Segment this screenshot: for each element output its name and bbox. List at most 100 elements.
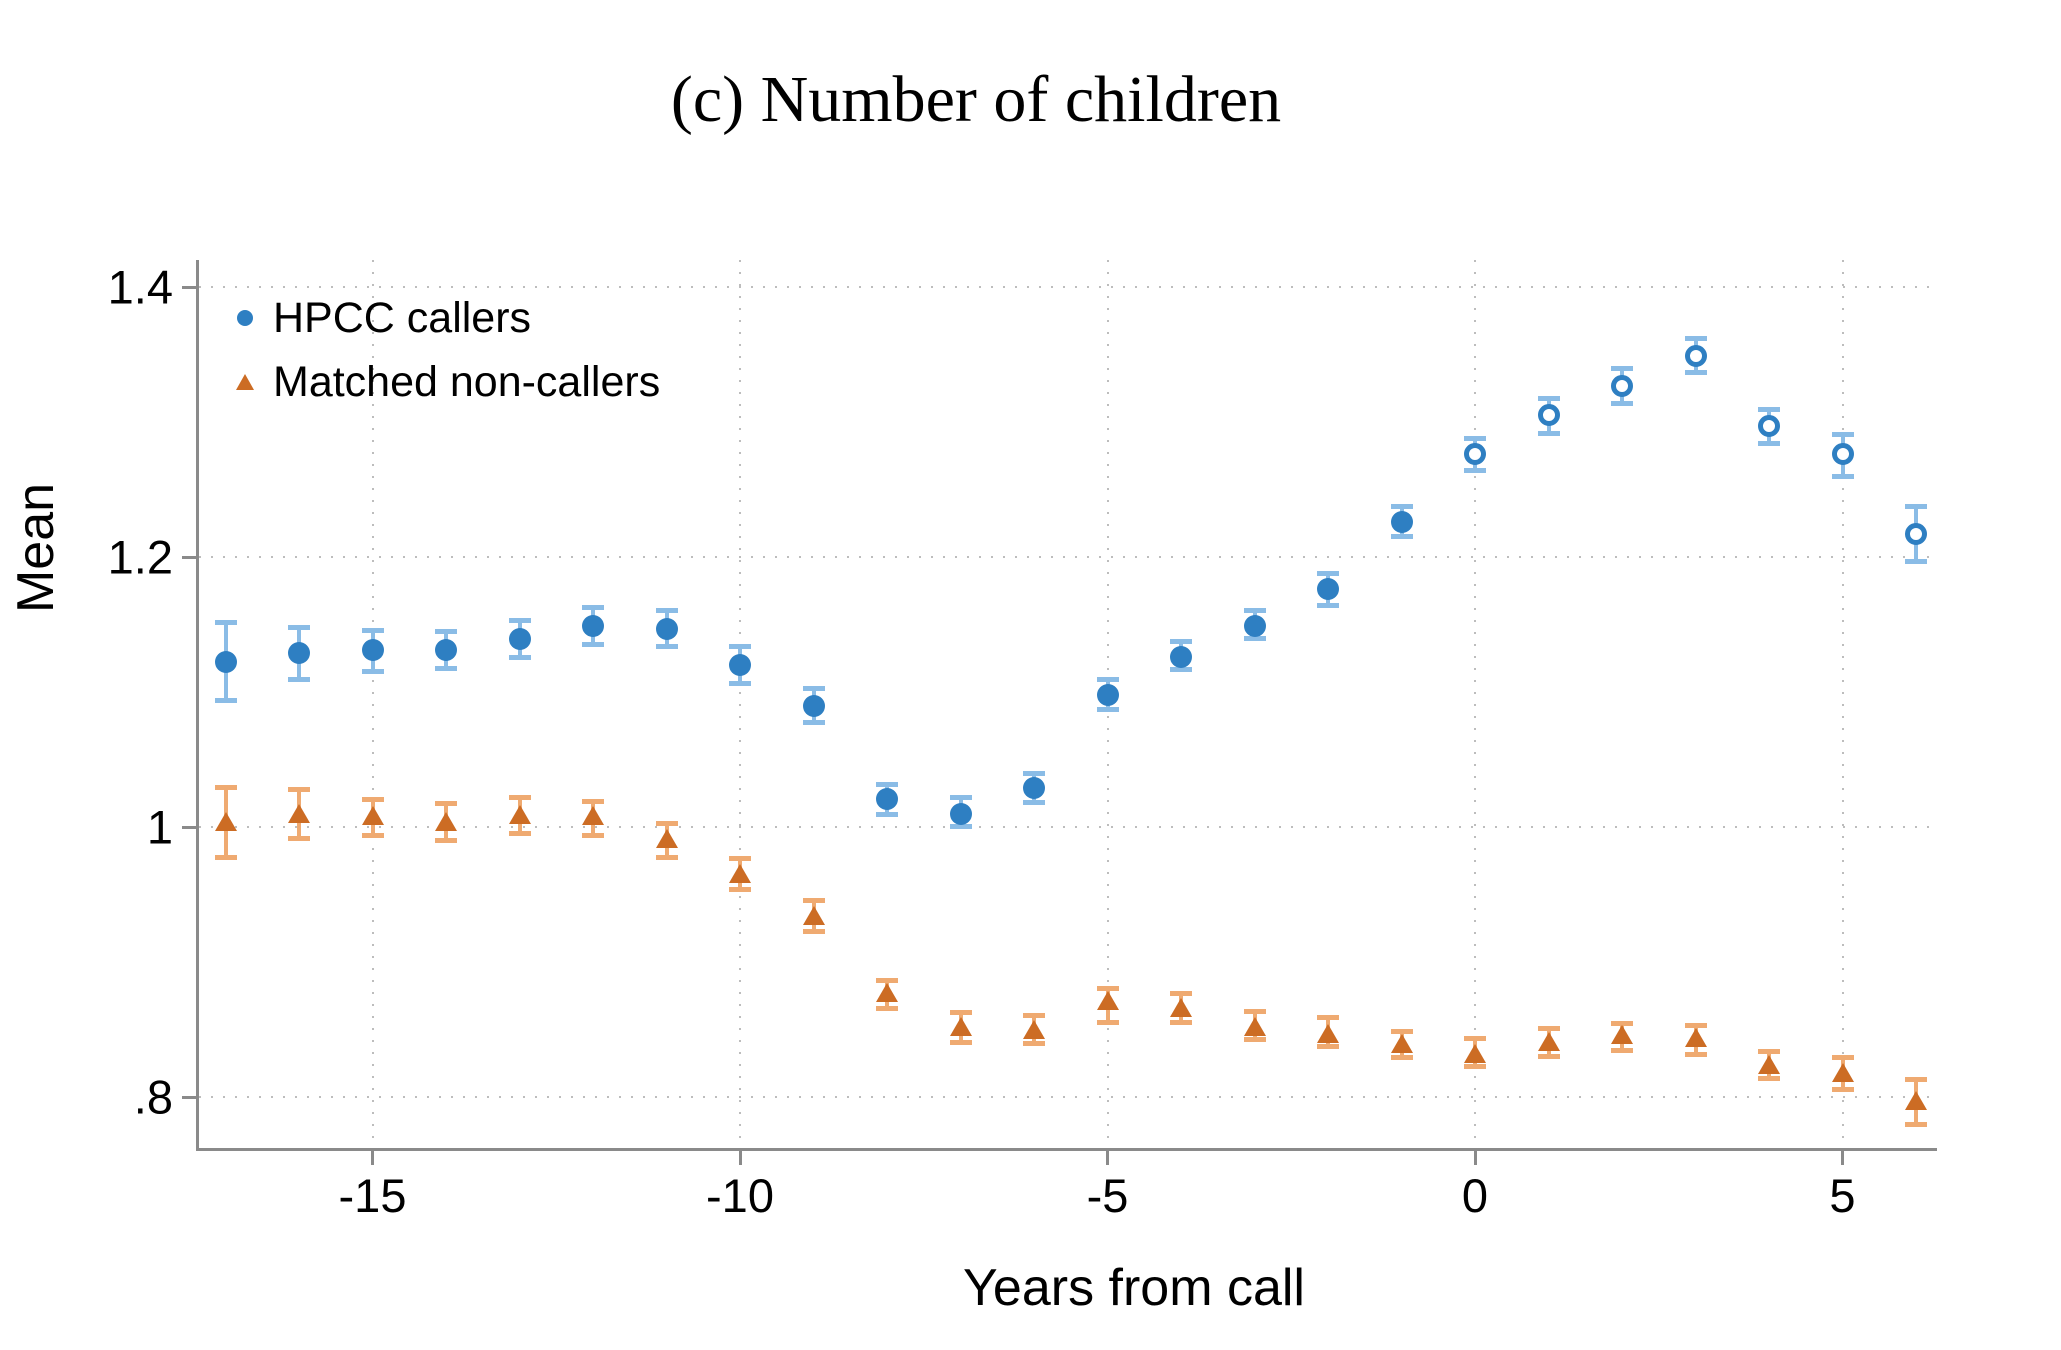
error-bar-cap bbox=[1611, 1020, 1633, 1026]
data-point-hpcc-callers bbox=[1464, 443, 1486, 466]
error-bar-cap bbox=[729, 644, 751, 650]
data-point-hpcc-callers bbox=[802, 694, 825, 717]
error-bar-cap bbox=[1537, 1053, 1560, 1059]
error-bar-cap bbox=[1096, 1019, 1119, 1025]
data-point-matched-non-callers bbox=[655, 829, 678, 849]
data-point-matched-non-callers bbox=[1758, 1054, 1780, 1074]
y-axis-spine bbox=[196, 260, 199, 1151]
error-bar-cap bbox=[876, 1006, 898, 1012]
data-point-hpcc-callers bbox=[1758, 415, 1780, 438]
data-point-hpcc-callers bbox=[1243, 614, 1266, 637]
error-bar-cap bbox=[655, 855, 678, 861]
error-bar-cap bbox=[582, 833, 604, 839]
data-point-hpcc-callers bbox=[1684, 344, 1707, 367]
data-point-hpcc-callers bbox=[1096, 683, 1119, 706]
error-bar-cap bbox=[1464, 1035, 1486, 1041]
x-tick-label: -5 bbox=[1086, 1169, 1129, 1222]
error-bar-cap bbox=[655, 820, 678, 826]
error-bar-cap bbox=[729, 680, 751, 686]
error-bar-cap bbox=[1464, 436, 1486, 442]
error-bar-cap bbox=[1243, 607, 1266, 613]
data-point-matched-non-callers bbox=[1464, 1043, 1486, 1063]
error-bar-cap bbox=[1831, 1054, 1854, 1060]
x-axis-spine bbox=[196, 1148, 1937, 1151]
data-point-matched-non-callers bbox=[1243, 1016, 1266, 1036]
data-point-hpcc-callers bbox=[876, 787, 898, 810]
x-tick-mark bbox=[1106, 1148, 1109, 1165]
data-point-hpcc-callers bbox=[1390, 510, 1413, 533]
error-bar-cap bbox=[1096, 706, 1119, 712]
error-bar-cap bbox=[1464, 1064, 1486, 1070]
x-gridline bbox=[1474, 260, 1476, 1148]
legend-label: Matched non-callers bbox=[273, 357, 661, 406]
error-bar-cap bbox=[1390, 1028, 1413, 1034]
error-bar-cap bbox=[1758, 406, 1780, 412]
data-point-matched-non-callers bbox=[1684, 1027, 1707, 1047]
error-bar-cap bbox=[729, 887, 751, 893]
y-tick-mark bbox=[182, 285, 199, 289]
error-bar-cap bbox=[288, 836, 310, 842]
data-point-matched-non-callers bbox=[1096, 991, 1119, 1011]
data-point-hpcc-callers bbox=[1831, 443, 1854, 466]
data-point-hpcc-callers bbox=[288, 641, 310, 664]
x-tick-mark bbox=[371, 1148, 374, 1165]
plot-area: 1.4 1.2 1 .8 -15 -10 -5 0 5 HPCC callers Matched… bbox=[108, 260, 1937, 1222]
error-bar-cap bbox=[1170, 638, 1192, 644]
error-bar-cap bbox=[1537, 395, 1560, 401]
error-bar-cap bbox=[1170, 667, 1192, 673]
legend-label: HPCC callers bbox=[273, 293, 532, 342]
error-bar-cap bbox=[508, 655, 531, 661]
data-point-hpcc-callers bbox=[361, 639, 384, 662]
error-bar-cap bbox=[876, 811, 898, 817]
data-point-hpcc-callers bbox=[729, 654, 751, 676]
data-point-hpcc-callers bbox=[1537, 404, 1560, 427]
error-bar-cap bbox=[1905, 503, 1927, 509]
y-tick-label: 1.2 bbox=[107, 530, 173, 584]
error-bar-cap bbox=[214, 855, 237, 861]
error-bar-cap bbox=[361, 627, 384, 633]
error-bar-cap bbox=[435, 629, 457, 635]
error-bar-cap bbox=[1096, 676, 1119, 682]
error-bar-cap bbox=[582, 604, 604, 610]
error-bar-cap bbox=[508, 830, 531, 836]
error-bar-cap bbox=[1317, 1044, 1339, 1050]
error-bar-cap bbox=[1390, 533, 1413, 539]
data-point-matched-non-callers bbox=[288, 803, 310, 823]
x-tick-mark bbox=[1841, 1148, 1844, 1165]
error-bar-cap bbox=[949, 1040, 972, 1045]
data-point-matched-non-callers bbox=[1317, 1023, 1339, 1043]
data-point-matched-non-callers bbox=[1905, 1091, 1927, 1111]
error-bar-cap bbox=[802, 685, 825, 691]
y-tick-label: .8 bbox=[133, 1070, 173, 1124]
error-bar-cap bbox=[949, 1009, 972, 1015]
error-bar-cap bbox=[1831, 1087, 1854, 1093]
error-bar-cap bbox=[1464, 467, 1486, 473]
x-tick-label: -15 bbox=[338, 1169, 407, 1222]
error-bar-cap bbox=[1537, 431, 1560, 437]
error-bar-cap bbox=[1023, 1012, 1045, 1018]
data-point-matched-non-callers bbox=[1390, 1034, 1413, 1054]
error-bar-cap bbox=[729, 856, 751, 862]
data-point-matched-non-callers bbox=[876, 983, 898, 1003]
error-bar-cap bbox=[361, 668, 384, 674]
error-bar-cap bbox=[1905, 559, 1927, 565]
error-bar-cap bbox=[1023, 799, 1045, 805]
error-bar-cap bbox=[1390, 1054, 1413, 1060]
error-bar-cap bbox=[1831, 474, 1854, 480]
error-bar-cap bbox=[1684, 1023, 1707, 1029]
circle-icon bbox=[223, 310, 267, 326]
error-bar-cap bbox=[1317, 602, 1339, 608]
x-axis-label: Years from call bbox=[963, 1259, 1305, 1317]
error-bar-cap bbox=[1758, 1049, 1780, 1055]
x-gridline bbox=[1841, 260, 1844, 1148]
data-point-hpcc-callers bbox=[508, 628, 531, 651]
legend-item-hpcc-callers: HPCC callers bbox=[223, 286, 660, 350]
x-tick-label: -10 bbox=[706, 1169, 774, 1222]
data-point-matched-non-callers bbox=[729, 864, 751, 884]
data-point-matched-non-callers bbox=[1023, 1019, 1045, 1039]
x-tick-label: 5 bbox=[1829, 1169, 1856, 1222]
error-bar-cap bbox=[1243, 636, 1266, 642]
data-point-matched-non-callers bbox=[1831, 1062, 1854, 1082]
y-tick-mark bbox=[182, 825, 199, 829]
